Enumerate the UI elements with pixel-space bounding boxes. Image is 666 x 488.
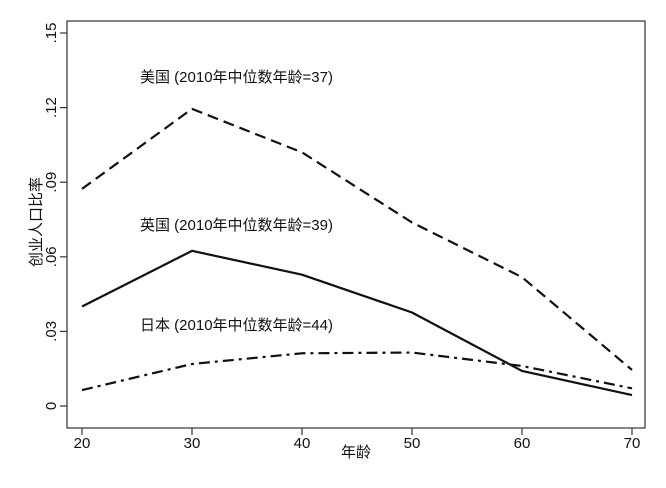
y-tick-label: .15 (43, 23, 60, 44)
x-tick-label: 30 (184, 435, 201, 452)
x-tick-label: 70 (624, 435, 641, 452)
y-tick-label: 0 (43, 402, 60, 410)
x-tick-label: 60 (514, 435, 531, 452)
y-tick-label: .03 (43, 321, 60, 342)
x-axis-label: 年龄 (341, 444, 371, 461)
plot-frame (66, 20, 646, 429)
y-tick-label: .09 (43, 172, 60, 193)
y-tick-label: .12 (43, 97, 60, 118)
series-line-1 (81, 249, 633, 397)
x-tick-label: 50 (404, 435, 421, 452)
series-annotation: 英国 (2010年中位数年龄=39) (140, 216, 333, 234)
series-annotation: 美国 (2010年中位数年龄=37) (140, 69, 333, 86)
series-line-0 (81, 107, 633, 371)
y-tick-label: .06 (43, 246, 60, 267)
x-tick-label: 40 (294, 435, 311, 452)
series-annotation: 日本 (2010年中位数年龄=44) (140, 317, 333, 334)
x-tick-label: 20 (74, 435, 91, 452)
y-axis-label: 创业人口比率 (28, 177, 45, 267)
series-line-2 (81, 351, 633, 392)
